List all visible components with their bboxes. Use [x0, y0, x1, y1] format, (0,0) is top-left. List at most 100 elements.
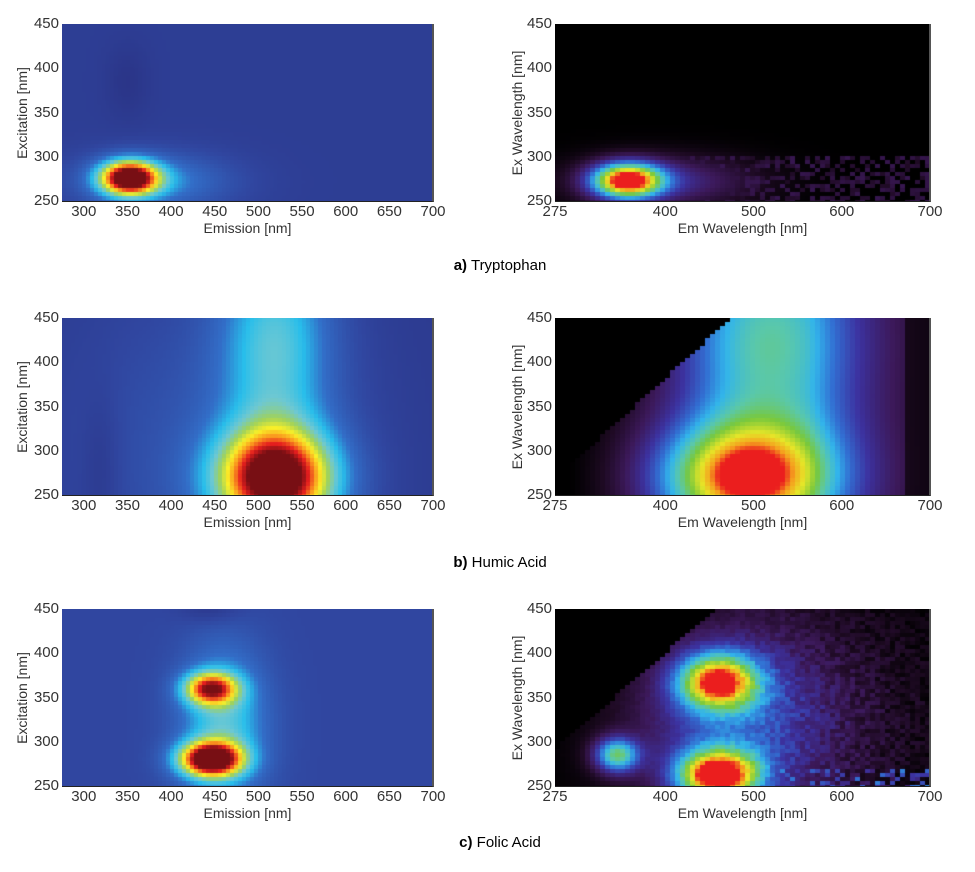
- x-tick-label: 500: [741, 788, 767, 805]
- y-tick-label: 400: [33, 353, 59, 371]
- y-axis-label: Ex Wavelength [nm]: [509, 50, 525, 175]
- x-tick-label: 400: [158, 497, 184, 514]
- x-tick-label: 650: [376, 788, 402, 805]
- heatmap-canvas: [62, 609, 433, 786]
- y-tick-label: 450: [526, 15, 552, 32]
- x-tick-label: 500: [245, 497, 271, 514]
- heatmap-c-left: [62, 609, 433, 786]
- y-tick-label: 350: [526, 103, 552, 121]
- caption-b: b) Humic Acid: [453, 554, 546, 571]
- y-tick-label: 450: [33, 15, 59, 32]
- y-axis-label: Ex Wavelength [nm]: [509, 344, 525, 469]
- x-tick-label: 650: [376, 203, 402, 220]
- heatmap-a-right: [555, 24, 930, 201]
- x-tick-label: 700: [420, 203, 446, 220]
- x-tick-label: 600: [333, 203, 359, 220]
- x-tick-label: 550: [289, 497, 315, 514]
- heatmap-b-right: [555, 318, 930, 495]
- x-tick-label: 600: [333, 788, 359, 805]
- y-tick-label: 350: [33, 397, 59, 415]
- y-tick-label: 450: [526, 309, 552, 326]
- x-tick-label: 500: [245, 788, 271, 805]
- heatmap-canvas: [555, 318, 930, 495]
- caption-text: Folic Acid: [472, 834, 541, 851]
- x-tick-label: 350: [114, 497, 140, 514]
- heatmap-c-right: [555, 609, 930, 786]
- x-tick-label: 600: [829, 497, 855, 514]
- x-axis-label: Em Wavelength [nm]: [677, 220, 808, 236]
- y-tick-label: 300: [526, 441, 552, 459]
- x-tick-label: 350: [114, 203, 140, 220]
- x-tick-label: 550: [289, 203, 315, 220]
- x-axis-label: Emission [nm]: [203, 220, 292, 236]
- heatmap-b-left: [62, 318, 433, 495]
- heatmap-canvas: [555, 24, 930, 201]
- y-tick-label: 250: [526, 192, 552, 209]
- y-tick-label: 250: [33, 192, 59, 209]
- caption-text: Tryptophan: [467, 257, 547, 274]
- heatmap-canvas: [62, 24, 433, 201]
- y-tick-label: 400: [526, 353, 552, 371]
- x-axis-label: Emission [nm]: [203, 514, 292, 530]
- x-tick-label: 400: [158, 788, 184, 805]
- x-axis-label: Em Wavelength [nm]: [677, 805, 808, 821]
- y-tick-label: 350: [526, 688, 552, 706]
- x-tick-label: 600: [829, 788, 855, 805]
- x-tick-label: 350: [114, 788, 140, 805]
- y-axis-label: Excitation [nm]: [14, 360, 30, 453]
- caption-c: c) Folic Acid: [459, 834, 541, 851]
- x-tick-label: 275: [542, 788, 568, 805]
- y-tick-label: 300: [526, 147, 552, 165]
- x-tick-label: 500: [245, 203, 271, 220]
- x-tick-label: 275: [542, 203, 568, 220]
- x-tick-label: 550: [289, 788, 315, 805]
- heatmap-canvas: [62, 318, 433, 495]
- heatmap-a-left: [62, 24, 433, 201]
- x-tick-label: 300: [71, 788, 97, 805]
- x-tick-label: 400: [652, 497, 678, 514]
- x-tick-label: 300: [71, 203, 97, 220]
- y-tick-label: 300: [33, 441, 59, 459]
- y-tick-label: 450: [526, 600, 552, 617]
- x-axis-label: Emission [nm]: [203, 805, 292, 821]
- x-tick-label: 500: [741, 203, 767, 220]
- x-tick-label: 450: [202, 203, 228, 220]
- caption-letter: b): [453, 554, 468, 571]
- x-tick-label: 500: [741, 497, 767, 514]
- y-tick-label: 250: [33, 777, 59, 794]
- x-tick-label: 700: [917, 788, 943, 805]
- x-tick-label: 450: [202, 788, 228, 805]
- x-tick-label: 400: [652, 203, 678, 220]
- caption-text: Humic Acid: [467, 554, 547, 571]
- y-tick-label: 400: [33, 644, 59, 662]
- x-tick-label: 450: [202, 497, 228, 514]
- y-tick-label: 250: [526, 777, 552, 794]
- y-tick-label: 400: [33, 59, 59, 77]
- y-tick-label: 250: [526, 486, 552, 503]
- caption-letter: a): [453, 257, 468, 274]
- y-tick-label: 350: [33, 103, 59, 121]
- y-tick-label: 350: [526, 397, 552, 415]
- y-axis-label: Excitation [nm]: [14, 66, 30, 159]
- x-tick-label: 275: [542, 497, 568, 514]
- x-tick-label: 700: [917, 203, 943, 220]
- x-axis-label: Em Wavelength [nm]: [677, 514, 808, 530]
- y-axis-label: Excitation [nm]: [14, 651, 30, 744]
- x-tick-label: 400: [158, 203, 184, 220]
- x-tick-label: 400: [652, 788, 678, 805]
- x-tick-label: 700: [420, 788, 446, 805]
- y-tick-label: 300: [526, 732, 552, 750]
- x-tick-label: 650: [376, 497, 402, 514]
- y-tick-label: 350: [33, 688, 59, 706]
- y-axis-label: Ex Wavelength [nm]: [509, 635, 525, 760]
- x-tick-label: 600: [829, 203, 855, 220]
- x-tick-label: 700: [917, 497, 943, 514]
- y-tick-label: 300: [33, 147, 59, 165]
- x-tick-label: 300: [71, 497, 97, 514]
- caption-letter: c): [459, 834, 473, 851]
- x-tick-label: 600: [333, 497, 359, 514]
- y-tick-label: 400: [526, 644, 552, 662]
- heatmap-canvas: [555, 609, 930, 786]
- y-tick-label: 450: [33, 309, 59, 326]
- y-tick-label: 400: [526, 59, 552, 77]
